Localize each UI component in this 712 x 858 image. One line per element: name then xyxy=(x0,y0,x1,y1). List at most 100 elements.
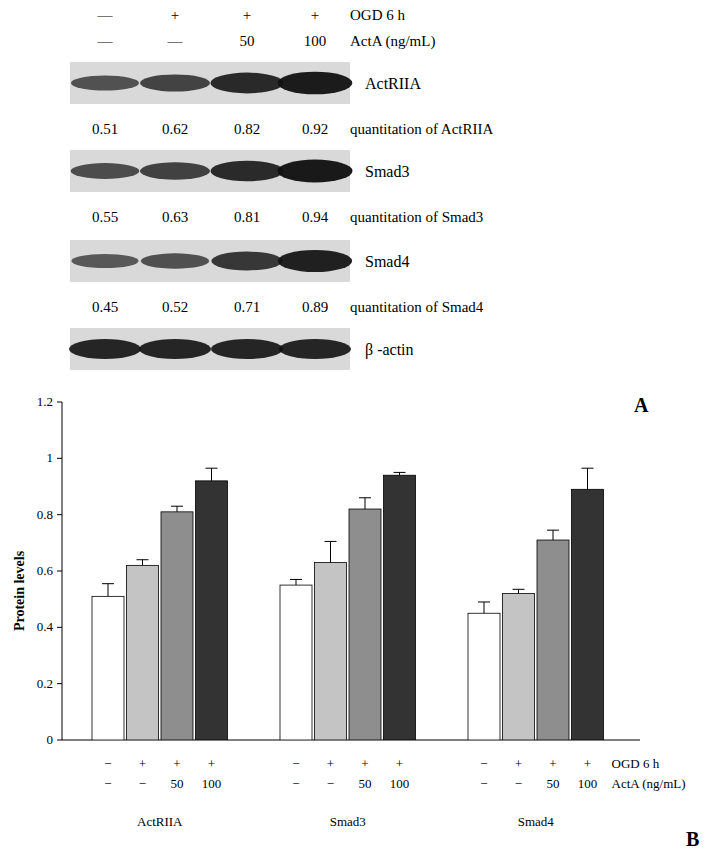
x-tick-label: ActRIIA xyxy=(137,814,183,829)
bar xyxy=(349,509,381,740)
x-condition-mark: 50 xyxy=(359,776,372,791)
x-condition-mark: + xyxy=(327,756,334,771)
blot-band xyxy=(279,339,351,359)
x-condition-mark: − xyxy=(292,776,299,791)
quant-value: 0.51 xyxy=(92,121,118,137)
error-cap xyxy=(582,468,594,469)
y-tick xyxy=(57,402,62,403)
condition-mark: + xyxy=(171,7,179,23)
condition-mark: — xyxy=(97,7,114,23)
blot-strip xyxy=(70,328,350,370)
error-stem xyxy=(587,468,588,489)
quant-value: 0.71 xyxy=(234,299,260,315)
blot-band xyxy=(140,162,210,179)
x-condition-mark: − xyxy=(104,776,111,791)
blot-band xyxy=(211,161,284,182)
x-condition-mark: + xyxy=(549,756,556,771)
error-stem xyxy=(518,589,519,593)
condition-mark: 100 xyxy=(304,33,327,49)
blot-band xyxy=(211,252,282,271)
bar xyxy=(127,565,159,740)
y-tick xyxy=(57,571,62,572)
y-tick-label: 1.2 xyxy=(37,394,53,409)
y-tick xyxy=(57,627,62,628)
error-cap xyxy=(325,541,337,542)
error-cap xyxy=(478,601,490,602)
error-cap xyxy=(513,589,525,590)
quant-label: quantitation of Smad3 xyxy=(350,209,483,225)
y-tick xyxy=(57,514,62,515)
protein-label: ActRIIA xyxy=(365,75,421,92)
blot-band xyxy=(71,75,139,90)
y-tick-label: 0.8 xyxy=(37,507,53,522)
error-cap xyxy=(359,497,371,498)
x-condition-mark: + xyxy=(515,756,522,771)
bar xyxy=(315,563,347,740)
error-stem xyxy=(484,602,485,613)
error-cap xyxy=(290,579,302,580)
x-condition-mark: − xyxy=(480,756,487,771)
bar xyxy=(503,594,535,740)
x-tick-label: Smad4 xyxy=(518,814,555,829)
x-condition-mark: + xyxy=(396,756,403,771)
x-condition-label: ActA (ng/mL) xyxy=(612,776,686,791)
bar xyxy=(196,481,228,740)
error-bar xyxy=(394,472,406,475)
x-condition-mark: 100 xyxy=(390,776,410,791)
y-tick-label: 0.2 xyxy=(37,676,53,691)
x-condition-mark: 100 xyxy=(578,776,598,791)
blot-band xyxy=(140,74,210,91)
x-condition-mark: + xyxy=(361,756,368,771)
blot-band xyxy=(210,73,283,94)
quant-value: 0.82 xyxy=(234,121,260,137)
condition-mark: — xyxy=(167,33,184,49)
x-condition-mark: − xyxy=(139,776,146,791)
quant-value: 0.62 xyxy=(162,121,188,137)
error-stem xyxy=(330,541,331,562)
blot-band xyxy=(71,163,140,179)
error-stem xyxy=(108,584,109,597)
error-bar xyxy=(359,498,371,509)
blot-band xyxy=(277,160,352,183)
condition-mark: — xyxy=(97,33,114,49)
error-stem xyxy=(296,579,297,585)
condition-mark: + xyxy=(311,7,319,23)
quant-value: 0.55 xyxy=(92,209,118,225)
bar xyxy=(537,540,569,740)
error-cap xyxy=(547,530,559,531)
y-tick-label: 1 xyxy=(47,450,54,465)
panel-label: A xyxy=(634,394,649,416)
error-bar xyxy=(206,468,218,481)
condition-label: ActA (ng/mL) xyxy=(350,33,435,50)
error-bar xyxy=(102,584,114,597)
bar xyxy=(161,512,193,740)
quant-value: 0.81 xyxy=(234,209,260,225)
condition-mark: 50 xyxy=(240,33,255,49)
error-cap xyxy=(137,559,149,560)
error-bar xyxy=(478,602,490,613)
blot-band xyxy=(278,72,353,95)
x-condition-mark: 50 xyxy=(171,776,184,791)
error-bar xyxy=(582,468,594,489)
x-tick-label: Smad3 xyxy=(330,814,366,829)
quant-label: quantitation of Smad4 xyxy=(350,299,484,315)
error-bar xyxy=(513,589,525,593)
blot-band xyxy=(71,254,138,268)
x-condition-mark: − xyxy=(515,776,522,791)
error-stem xyxy=(142,560,143,566)
quant-value: 0.52 xyxy=(162,299,188,315)
error-stem xyxy=(365,498,366,509)
quant-value: 0.94 xyxy=(302,209,329,225)
x-condition-mark: − xyxy=(480,776,487,791)
x-condition-mark: + xyxy=(584,756,591,771)
condition-mark: + xyxy=(243,7,251,23)
bar xyxy=(572,489,604,740)
bar xyxy=(384,475,416,740)
y-tick xyxy=(57,458,62,459)
error-cap xyxy=(394,472,406,473)
protein-label: β -actin xyxy=(365,341,414,359)
blot-band xyxy=(139,339,211,359)
x-condition-mark: − xyxy=(104,756,111,771)
error-bar xyxy=(547,530,559,540)
error-bar xyxy=(171,506,183,512)
